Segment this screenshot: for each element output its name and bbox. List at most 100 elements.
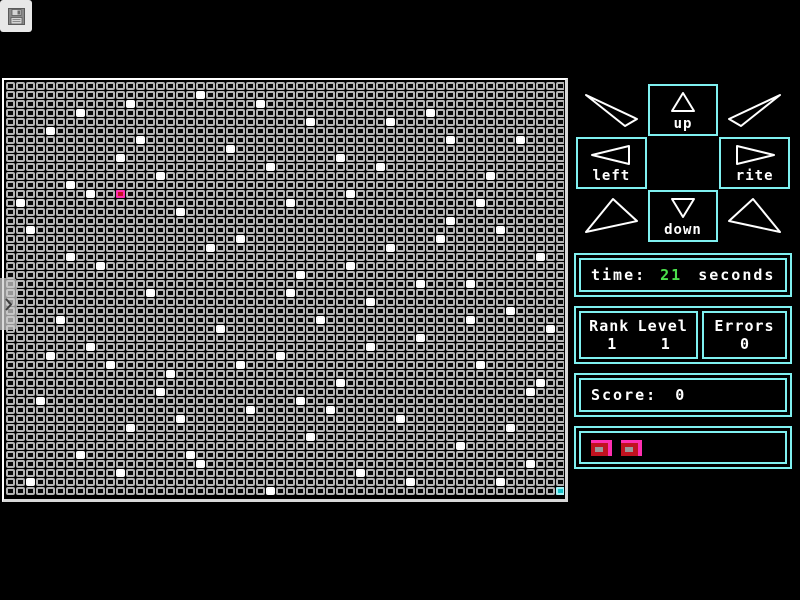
maze-cell [116, 352, 125, 360]
maze-cell [366, 442, 375, 450]
maze-cell [246, 397, 255, 405]
maze-cell [56, 226, 65, 234]
maze-cell [216, 415, 225, 423]
maze-cell [536, 118, 545, 126]
maze-cell [136, 397, 145, 405]
maze-cell [6, 154, 15, 162]
maze-cell [246, 109, 255, 117]
maze-cell [256, 91, 265, 99]
maze-cell [496, 280, 505, 288]
maze-cell [266, 361, 275, 369]
maze-cell [486, 397, 495, 405]
maze-cell [426, 118, 435, 126]
maze-cell [356, 163, 365, 171]
maze-cell [286, 190, 295, 198]
drawer-expand-handle[interactable] [0, 278, 17, 330]
dpad-cell-up[interactable]: up [647, 84, 719, 136]
maze-cell [506, 244, 515, 252]
maze-board[interactable] [2, 78, 568, 502]
maze-cell [326, 289, 335, 297]
maze-cell [316, 487, 325, 495]
save-button[interactable] [0, 0, 32, 32]
maze-cell [486, 415, 495, 423]
dpad-cell-left[interactable]: left [576, 137, 647, 189]
maze-cell [236, 118, 245, 126]
maze-cell [556, 451, 564, 459]
maze-cell [16, 478, 25, 486]
maze-cell [356, 478, 365, 486]
maze-cell [96, 163, 105, 171]
maze-cell [476, 82, 485, 90]
maze-cell [496, 469, 505, 477]
maze-cell [226, 316, 235, 324]
dpad-cell-rite[interactable]: rite [719, 137, 790, 189]
dpad-cell-center[interactable] [647, 137, 719, 189]
maze-cell [186, 460, 195, 468]
maze-cell [416, 397, 425, 405]
maze-cell [226, 397, 235, 405]
maze-cell [6, 415, 15, 423]
maze-cell [306, 361, 315, 369]
maze-cell [226, 136, 235, 144]
maze-cell [66, 334, 75, 342]
maze-cell [196, 307, 205, 315]
maze-cell-lit [376, 163, 385, 171]
maze-cell [416, 136, 425, 144]
maze-cell [166, 190, 175, 198]
maze-cell [146, 379, 155, 387]
dpad-cell-up-right[interactable] [719, 84, 790, 136]
maze-cell [266, 370, 275, 378]
maze-cell [286, 316, 295, 324]
maze-cell-lit [166, 370, 175, 378]
maze-cell [46, 478, 55, 486]
maze-cell [486, 316, 495, 324]
maze-cell [326, 271, 335, 279]
maze-cell [326, 334, 335, 342]
maze-cell [216, 154, 225, 162]
maze-cell [376, 442, 385, 450]
maze-cell-lit [86, 190, 95, 198]
maze-cell [46, 280, 55, 288]
maze-cell [156, 469, 165, 477]
maze-cell [76, 217, 85, 225]
maze-cell [256, 145, 265, 153]
maze-cell [486, 217, 495, 225]
maze-cell [526, 235, 535, 243]
dpad-cell-up-left[interactable] [576, 84, 647, 136]
maze-cell [436, 208, 445, 216]
maze-cell [206, 91, 215, 99]
maze-cell [226, 343, 235, 351]
maze-cell [256, 487, 265, 495]
maze-cell [336, 271, 345, 279]
dpad-cell-down-right[interactable] [719, 190, 790, 242]
maze-cell [76, 379, 85, 387]
maze-cell [146, 388, 155, 396]
dpad-cell-down-left[interactable] [576, 190, 647, 242]
maze-cell [476, 190, 485, 198]
maze-cell [76, 208, 85, 216]
maze-cell [466, 433, 475, 441]
maze-cell [266, 415, 275, 423]
maze-cell [56, 181, 65, 189]
maze-cell [86, 262, 95, 270]
maze-cell [446, 235, 455, 243]
maze-cell [476, 235, 485, 243]
maze-cell [146, 100, 155, 108]
maze-cell [276, 154, 285, 162]
maze-cell [476, 334, 485, 342]
maze-cell [336, 460, 345, 468]
maze-cell [36, 253, 45, 261]
maze-cell [536, 307, 545, 315]
direction-pad[interactable]: up left rite down [574, 82, 792, 244]
maze-cell-lit [96, 262, 105, 270]
maze-cell [96, 460, 105, 468]
maze-cell [456, 163, 465, 171]
maze-cell [196, 208, 205, 216]
maze-cell [456, 298, 465, 306]
maze-cell [276, 316, 285, 324]
maze-cell [496, 370, 505, 378]
maze-cell [146, 406, 155, 414]
dpad-cell-down[interactable]: down [647, 190, 719, 242]
maze-cell [276, 82, 285, 90]
maze-cell [496, 298, 505, 306]
